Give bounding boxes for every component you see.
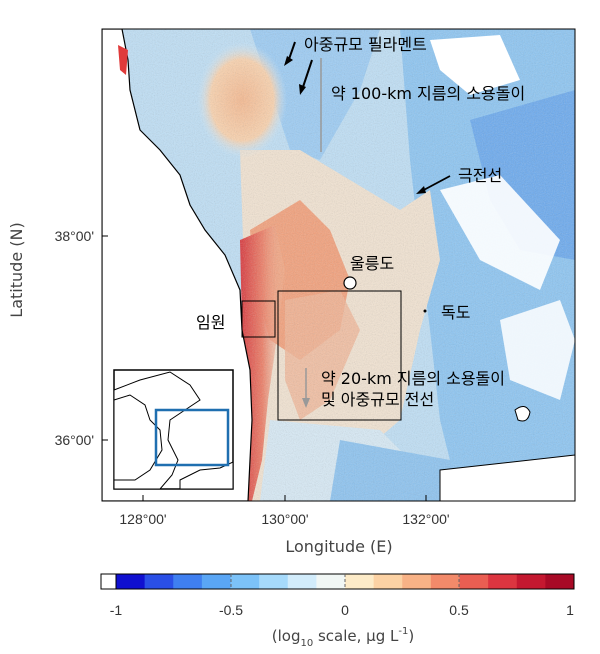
inset-locator-map <box>113 369 234 490</box>
colorbar-tick-label: -1 <box>110 602 123 618</box>
colorbar-segment <box>144 574 174 589</box>
annot-ulleungdo: 울릉도 <box>350 254 394 273</box>
annot-dokdo: 독도 <box>441 303 470 322</box>
dokdo-island <box>423 309 427 313</box>
colorbar-segment <box>316 574 346 589</box>
colorbar-segment <box>459 574 489 589</box>
ulleungdo-island <box>343 276 357 290</box>
y-axis-title: Latitude (N) <box>7 222 26 317</box>
colorbar-segment <box>345 574 375 589</box>
imwon-box <box>241 300 276 338</box>
colorbar-tick-label: 0 <box>341 602 349 618</box>
cloud-patch-1 <box>430 35 520 95</box>
annot-imwon: 임원 <box>196 313 225 332</box>
cloud-patch-3 <box>500 300 575 400</box>
filament-arrow-2 <box>301 59 313 91</box>
xtick-label: 130°00' <box>261 511 308 527</box>
colorbar-gradient <box>116 574 575 589</box>
north-coast-high-chl <box>118 45 128 75</box>
annot-eddy100: 약 100-km 지름의 소용돌이 <box>331 84 525 103</box>
colorbar-segment <box>545 574 575 589</box>
map-frame <box>101 28 576 502</box>
colorbar-segment <box>259 574 289 589</box>
annot-filament: 아중규모 필라멘트 <box>304 35 427 54</box>
colorbar-segment <box>230 574 260 589</box>
colorbar-nodata-swatch <box>100 573 117 590</box>
japan-coast-land <box>439 454 575 501</box>
inset-japan <box>179 461 234 490</box>
colorbar-tick-label: 0.5 <box>449 602 469 618</box>
colorbar-segment <box>430 574 461 589</box>
x-axis-title: Longitude (E) <box>285 537 392 556</box>
colorbar-tick-label: 1 <box>566 602 574 618</box>
colorbar-segment <box>201 574 232 589</box>
inset-study-region <box>154 408 230 467</box>
ytick-label: 36°00' <box>55 432 94 448</box>
colorbar-segment <box>287 574 317 589</box>
colorbar: -1 -0.5 0 0.5 1 (log10 scale, µg L-1) <box>100 573 575 649</box>
oki-island <box>514 406 531 422</box>
study-area-box <box>277 290 402 421</box>
colorbar-segment <box>402 574 432 589</box>
colorbar-tick-label: -0.5 <box>219 602 243 618</box>
colorbar-segment <box>488 574 518 589</box>
annot-front: 극전선 <box>458 166 502 185</box>
cloud-patch-2 <box>440 175 560 290</box>
ytick-label: 38°00' <box>55 228 94 244</box>
xtick-label: 132°00' <box>402 511 449 527</box>
xtick-label: 128°00' <box>119 511 166 527</box>
colorbar-segment <box>516 574 546 589</box>
annotations: 아중규모 필라멘트 약 100-km 지름의 소용돌이 극전선 울릉도 독도 임… <box>196 35 525 409</box>
annot-eddy20-line2: 및 아중규모 전선 <box>321 390 434 409</box>
colorbar-segment <box>116 574 146 589</box>
annot-eddy20-line1: 약 20-km 지름의 소용돌이 <box>321 369 505 388</box>
front-arrow <box>419 175 451 193</box>
axes: 128°00' 130°00' 132°00' 38°00' 36°00' Lo… <box>7 222 450 556</box>
colorbar-segment <box>373 574 403 589</box>
colorbar-unit-label: (log10 scale, µg L-1) <box>272 626 414 649</box>
colorbar-segment <box>173 574 203 589</box>
